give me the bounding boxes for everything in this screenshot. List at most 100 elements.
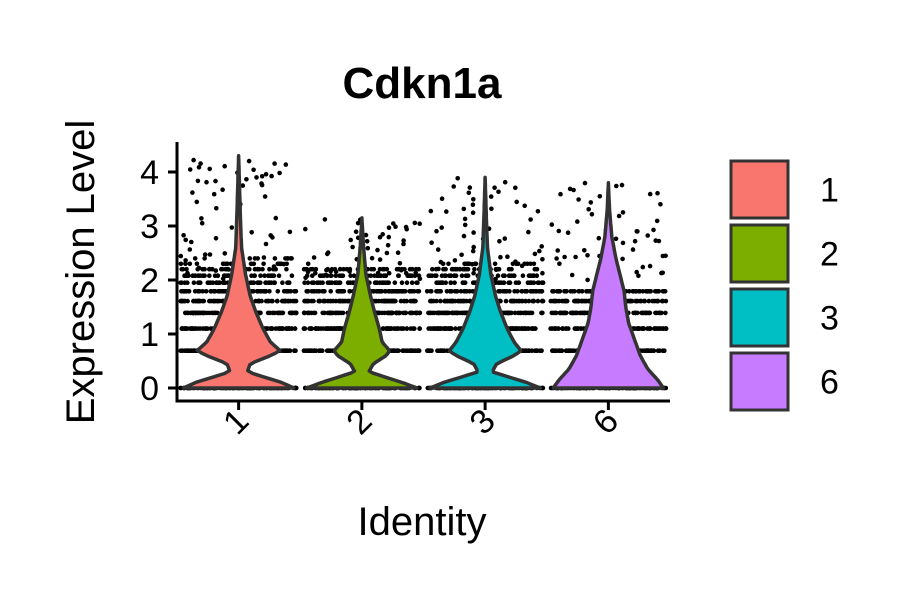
data-point <box>535 280 541 286</box>
data-point <box>317 298 323 304</box>
data-point <box>412 220 418 226</box>
data-point <box>637 289 643 294</box>
data-point <box>220 276 226 282</box>
data-point <box>444 209 449 214</box>
data-point <box>304 289 310 294</box>
data-point <box>512 310 518 316</box>
data-point <box>535 209 541 214</box>
data-point <box>523 298 528 304</box>
data-point <box>662 348 667 354</box>
data-point <box>452 280 457 286</box>
data-point <box>382 310 387 316</box>
data-point <box>263 298 269 304</box>
data-point <box>395 250 401 255</box>
data-point <box>289 310 294 316</box>
data-point <box>320 326 326 331</box>
legend-key-6 <box>729 351 790 412</box>
data-point <box>430 310 435 316</box>
data-point <box>286 348 292 354</box>
data-point <box>284 266 289 272</box>
data-point <box>315 280 321 286</box>
data-point <box>465 266 471 272</box>
data-point <box>559 298 565 304</box>
data-point <box>198 161 203 166</box>
data-point <box>597 194 603 199</box>
data-point <box>374 298 379 304</box>
data-point <box>626 289 632 294</box>
data-point <box>503 298 509 304</box>
data-point <box>396 273 401 279</box>
data-point <box>229 225 235 230</box>
data-point <box>663 253 668 259</box>
data-point <box>369 266 374 272</box>
data-point <box>386 225 392 230</box>
data-point <box>647 191 653 197</box>
data-point <box>182 289 187 294</box>
data-point <box>620 210 626 215</box>
data-point <box>305 280 311 286</box>
data-point <box>337 280 343 286</box>
data-point <box>540 257 545 262</box>
data-point <box>417 326 423 331</box>
data-point <box>513 185 518 191</box>
data-point <box>249 273 254 279</box>
violins <box>181 154 666 390</box>
data-point <box>197 298 203 304</box>
data-point <box>511 273 517 279</box>
data-point <box>272 256 278 261</box>
data-point <box>458 289 464 294</box>
legend-label-2: 2 <box>820 236 839 274</box>
data-point <box>328 289 334 294</box>
data-point <box>459 310 465 316</box>
data-point <box>178 280 183 286</box>
data-point <box>202 256 207 261</box>
data-point <box>178 348 183 354</box>
data-point <box>580 310 586 316</box>
data-point <box>327 310 332 316</box>
data-point <box>280 326 285 331</box>
data-point <box>255 280 260 286</box>
data-point <box>655 190 660 196</box>
data-point <box>428 208 434 214</box>
data-point <box>417 221 423 226</box>
data-point <box>350 244 355 250</box>
data-point <box>374 289 379 294</box>
data-point <box>199 216 204 221</box>
data-point <box>225 273 230 279</box>
data-point <box>207 266 212 272</box>
chart-title: Cdkn1a <box>343 59 502 108</box>
data-point <box>276 273 282 279</box>
data-point <box>460 298 466 304</box>
data-point <box>282 348 288 354</box>
data-point <box>584 289 589 294</box>
data-point <box>471 244 477 250</box>
data-point <box>531 298 537 304</box>
data-point <box>189 239 194 245</box>
data-point <box>249 230 254 235</box>
data-point <box>403 224 409 230</box>
legend-label-6: 6 <box>820 364 839 402</box>
data-point <box>438 298 443 304</box>
data-point <box>573 326 579 331</box>
data-point <box>655 348 661 354</box>
data-point <box>416 289 422 294</box>
data-point <box>320 310 326 316</box>
data-point <box>575 219 580 224</box>
data-point <box>185 270 190 276</box>
data-point <box>564 326 569 331</box>
data-point <box>471 197 476 202</box>
data-point <box>497 239 502 244</box>
data-point <box>554 256 559 261</box>
data-point <box>507 273 513 279</box>
data-point <box>187 167 193 172</box>
data-point <box>576 197 581 202</box>
data-point <box>502 179 508 185</box>
data-point <box>369 255 375 261</box>
data-point <box>503 289 508 294</box>
data-point <box>403 270 409 276</box>
data-point <box>385 242 391 248</box>
data-point <box>519 263 525 269</box>
data-point <box>195 178 201 184</box>
data-point <box>514 199 519 205</box>
data-point <box>634 269 639 275</box>
